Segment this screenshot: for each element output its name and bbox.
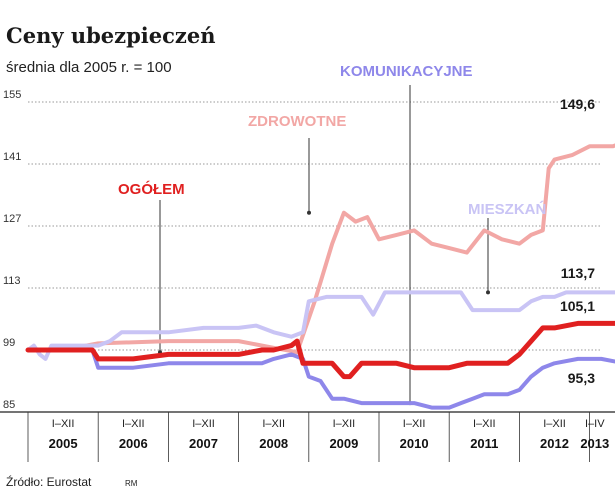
leader-dot-mieszkan xyxy=(486,290,490,295)
y-tick-label-113: 113 xyxy=(3,275,21,287)
series-line-mieszkań xyxy=(26,290,615,361)
y-axis-ticks: 85 99 113 127 141 155 xyxy=(3,89,21,411)
x-tick-period-2009: I–XII xyxy=(333,418,356,430)
series-line-zdrowotne xyxy=(26,143,615,355)
gridlines xyxy=(28,101,600,351)
series-end-value-komunikacyjne: 95,3 xyxy=(568,370,595,386)
x-tick-year-2011: 2011 xyxy=(470,436,498,451)
y-tick-label-141: 141 xyxy=(3,151,21,163)
x-axis xyxy=(0,411,615,462)
series-end-value-mieszkań: 113,7 xyxy=(561,265,595,281)
x-tick-period-2013: I–IV xyxy=(585,418,605,430)
x-tick-period-2010: I–XII xyxy=(403,418,426,430)
x-tick-period-2012: I–XII xyxy=(543,418,566,430)
chart-subtitle: średnia dla 2005 r. = 100 xyxy=(6,59,172,76)
x-tick-year-2005: 2005 xyxy=(49,436,78,451)
y-tick-label-99: 99 xyxy=(3,337,15,349)
x-tick-year-2013: 2013 xyxy=(580,436,609,451)
x-tick-period-2007: I–XII xyxy=(192,418,215,430)
series-label-komunikacyjne: KOMUNIKACYJNE xyxy=(340,63,473,80)
series-line-komunikacyjne xyxy=(26,348,615,410)
x-tick-period-2006: I–XII xyxy=(122,418,145,430)
x-tick-year-2007: 2007 xyxy=(189,436,218,451)
leader-dot-zdrowotne xyxy=(307,210,311,215)
author-initials: RM xyxy=(125,479,138,488)
x-tick-year-2012: 2012 xyxy=(540,436,569,451)
x-tick-year-2008: 2008 xyxy=(259,436,288,451)
series-line-ogółem xyxy=(25,320,615,380)
chart-title: Ceny ubezpieczeń xyxy=(6,23,215,48)
x-axis-ticks: I–XII 2005 I–XII 2006 I–XII 2007 I–XII 2008 I–XI… xyxy=(49,418,610,451)
x-tick-year-2010: 2010 xyxy=(400,436,429,451)
x-tick-period-2008: I–XII xyxy=(262,418,285,430)
x-tick-period-2005: I–XII xyxy=(52,418,75,430)
source-note: Źródło: Eurostat xyxy=(6,474,92,489)
y-tick-label-127: 127 xyxy=(3,213,21,225)
series-end-value-ogółem: 105,1 xyxy=(560,298,595,314)
series-label-zdrowotne: ZDROWOTNE xyxy=(248,113,346,130)
series-label-mieszkań: MIESZKAŃ xyxy=(468,201,546,218)
series-label-ogółem: OGÓŁEM xyxy=(118,180,185,198)
x-tick-year-2009: 2009 xyxy=(329,436,358,451)
series-labels: ZDROWOTNE 149,6 MIESZKAŃ 113,7 OGÓŁEM 105,1 KO… xyxy=(118,63,595,386)
series-end-value-zdrowotne: 149,6 xyxy=(560,96,595,112)
x-tick-year-2006: 2006 xyxy=(119,436,148,451)
x-tick-period-2011: I–XII xyxy=(473,418,496,430)
data-series xyxy=(25,143,615,410)
y-tick-label-155: 155 xyxy=(3,89,21,101)
y-tick-label-85: 85 xyxy=(3,399,15,411)
